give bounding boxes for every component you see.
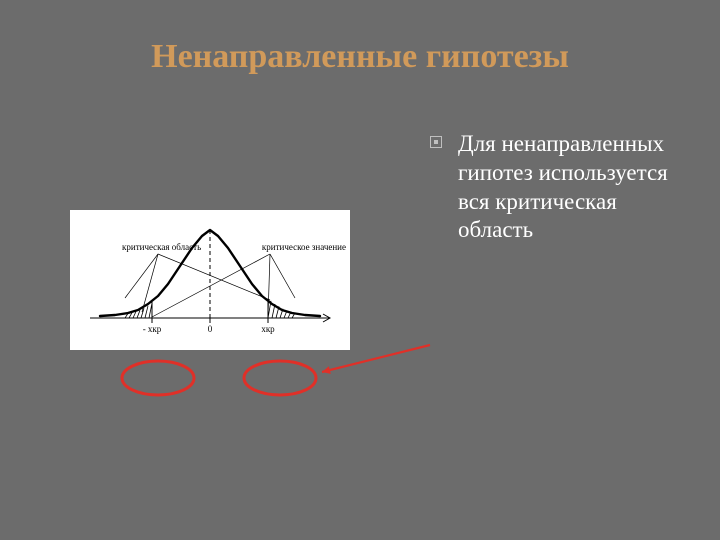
bullet-item: Для ненаправленных гипотез используется … (430, 130, 690, 245)
body-text: Для ненаправленных гипотез используется … (430, 130, 690, 245)
slide: Ненаправленные гипотезы - xкр 0 xкр критиче… (0, 0, 720, 540)
svg-text:- xкр: - xкр (143, 324, 162, 334)
bullet-marker-icon (430, 136, 442, 148)
bell-curve-chart: - xкр 0 xкр критическая область критическое … (70, 210, 350, 350)
bullet-text: Для ненаправленных гипотез используется … (458, 130, 690, 245)
slide-title: Ненаправленные гипотезы (0, 38, 720, 76)
svg-text:xкр: xкр (261, 324, 275, 334)
svg-text:критическая область: критическая область (122, 242, 201, 252)
svg-text:критическое значение: критическое значение (262, 242, 346, 252)
svg-text:0: 0 (208, 324, 213, 334)
chart-panel: - xкр 0 xкр критическая область критическое … (70, 210, 350, 350)
